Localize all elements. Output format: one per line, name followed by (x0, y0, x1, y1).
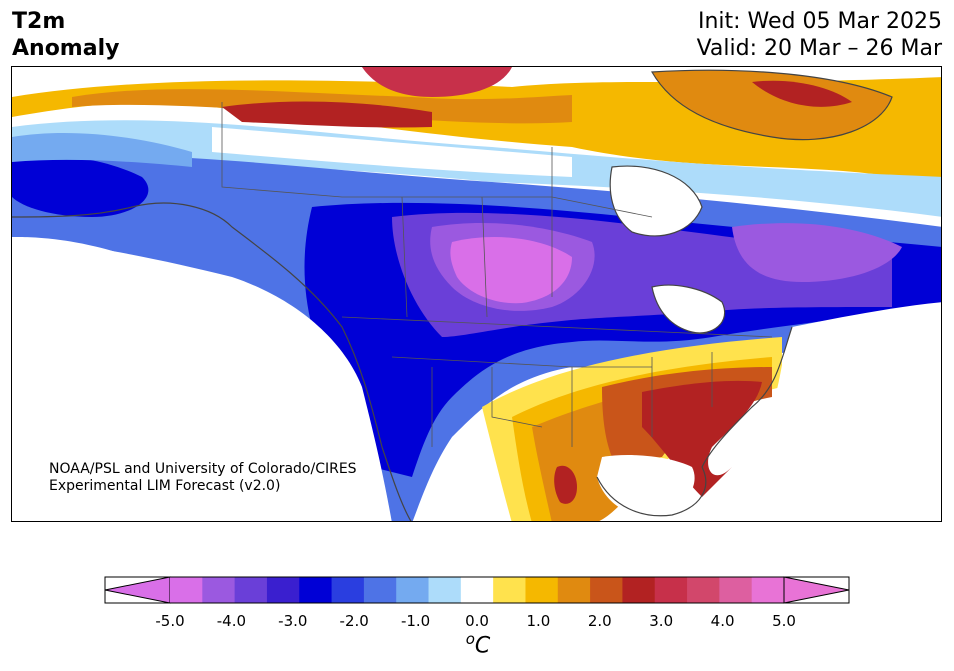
greenland-orange (652, 70, 892, 140)
colorbar-swatch (428, 577, 462, 603)
colorbar-unit: oC (466, 630, 491, 658)
atlantic-ocean (741, 302, 941, 521)
colorbar-under-extend (104, 576, 171, 604)
alaska-blue (12, 155, 149, 217)
colorbar-swatches (104, 576, 850, 604)
colorbar-tick-label: 2.0 (587, 612, 612, 630)
map-canvas (12, 67, 941, 521)
southeast-red (642, 380, 762, 497)
pacific-ocean (12, 237, 392, 521)
neutral-white-band (212, 127, 572, 177)
cold-magenta-core (450, 237, 572, 304)
colorbar-tick-label: 5.0 (772, 612, 796, 630)
cold-east-violet (732, 223, 902, 282)
colorbar-tick-label: 3.0 (649, 612, 674, 630)
valid-range: Valid: 20 Mar – 26 Mar (696, 36, 942, 61)
unit-degree: o (465, 630, 475, 648)
map-title: T2m Anomaly (12, 8, 119, 62)
credit-line-1: NOAA/PSL and University of Colorado/CIRE… (49, 461, 357, 477)
colorbar-swatch (590, 577, 623, 603)
colorbar-tick-label: -4.0 (216, 612, 247, 630)
credit-line-2: Experimental LIM Forecast (v2.0) (49, 478, 281, 494)
colorbar-swatch (266, 577, 300, 603)
colorbar-tick-label: -1.0 (400, 612, 431, 630)
colorbar-swatch (687, 577, 720, 603)
colorbar-swatch (396, 577, 430, 603)
hudson-bay (610, 166, 702, 236)
unit-celsius: C (474, 633, 491, 659)
colorbar-border (104, 576, 850, 604)
colorbar-swatch (525, 577, 559, 603)
colorbar-swatch (299, 577, 333, 603)
greenland-red (752, 80, 852, 107)
forecast-dates: Init: Wed 05 Mar 2025 Valid: 20 Mar – 26… (697, 8, 942, 62)
colorbar-swatch (557, 577, 591, 603)
colorbar-tick-label: 1.0 (526, 612, 551, 630)
arctic-top-red (362, 67, 512, 97)
colorbar-swatch (202, 577, 236, 603)
coastlines (12, 69, 893, 521)
colorbar-swatch (363, 577, 397, 603)
colorbar-swatch (622, 577, 656, 603)
colorbar-tick-label: -2.0 (339, 612, 369, 630)
colorbar-tick-label: 4.0 (710, 612, 735, 630)
political-borders (221, 102, 773, 447)
colorbar-swatch (751, 577, 785, 603)
init-date: Init: Wed 05 Mar 2025 (697, 9, 942, 34)
colorbar-swatch (719, 577, 753, 603)
colorbar-swatch (654, 577, 688, 603)
arctic-red-patch (222, 101, 432, 128)
colorbar-over-extend (783, 576, 850, 604)
alaska-light (12, 132, 192, 167)
colorbar (104, 576, 850, 604)
colorbar-swatch (493, 577, 526, 603)
credit-text: NOAA/PSL and University of Colorado/CIRE… (49, 461, 357, 495)
colorbar-swatch (234, 577, 268, 603)
title-line-variable: T2m (12, 9, 66, 34)
gulf-of-mexico (597, 455, 695, 517)
colorbar-tick-label: -5.0 (155, 612, 185, 630)
great-lakes (652, 285, 725, 333)
mexico-red-spot (554, 465, 577, 504)
title-line-anomaly: Anomaly (12, 36, 120, 61)
colorbar-swatch (460, 577, 494, 603)
colorbar-swatch (170, 577, 203, 603)
colorbar-swatch (331, 577, 365, 603)
colorbar-tick-label: -3.0 (278, 612, 308, 630)
colorbar-tick-label: 0.0 (465, 612, 489, 630)
anomaly-map (11, 66, 942, 522)
